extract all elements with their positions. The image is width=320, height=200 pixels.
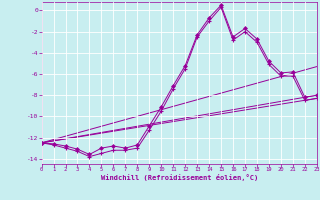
X-axis label: Windchill (Refroidissement éolien,°C): Windchill (Refroidissement éolien,°C) xyxy=(100,174,258,181)
